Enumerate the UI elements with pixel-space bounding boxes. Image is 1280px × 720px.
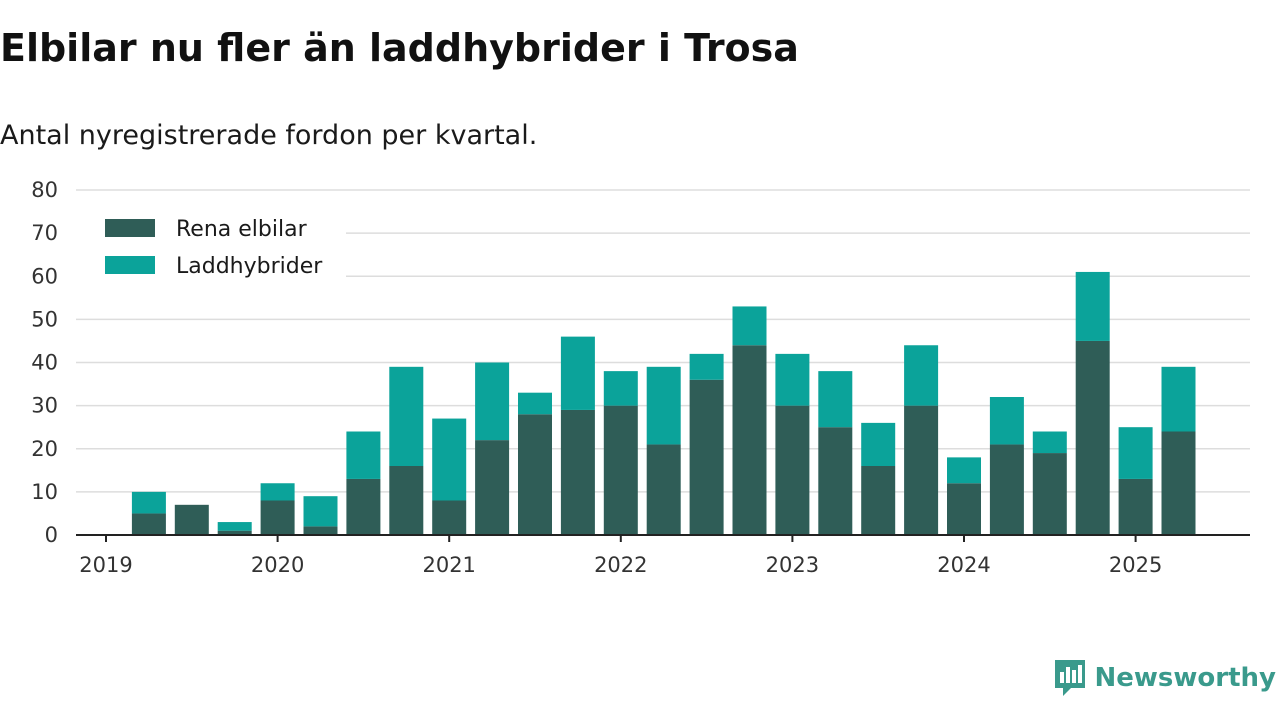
legend-swatch-rena-elbilar: [105, 219, 155, 237]
bar-laddhybrider: [346, 431, 381, 479]
bar-rena-elbilar: [217, 530, 252, 535]
bar-laddhybrider: [131, 491, 166, 514]
bar-laddhybrider: [475, 362, 510, 441]
bar-laddhybrider: [560, 336, 595, 410]
bar-laddhybrider: [947, 457, 981, 484]
bar-laddhybrider: [1075, 271, 1110, 341]
y-tick-label: 50: [31, 307, 58, 331]
x-tick-label: 2025: [1109, 553, 1162, 577]
y-tick-label: 0: [45, 523, 58, 547]
y-tick-label: 10: [31, 480, 58, 504]
legend-label-rena-elbilar: Rena elbilar: [176, 217, 308, 242]
bar-rena-elbilar: [131, 513, 166, 535]
legend-swatch-laddhybrider: [105, 256, 155, 274]
bar-rena-elbilar: [432, 500, 467, 535]
bar-laddhybrider: [303, 496, 338, 527]
chart-title: Elbilar nu fler än laddhybrider i Trosa: [0, 26, 799, 70]
bar-laddhybrider: [732, 306, 767, 346]
bar-laddhybrider: [818, 371, 853, 428]
bar-rena-elbilar: [303, 526, 338, 535]
y-tick-label: 40: [31, 351, 58, 375]
bar-rena-elbilar: [689, 379, 724, 535]
bar-laddhybrider: [389, 366, 424, 466]
x-tick-label: 2024: [937, 553, 990, 577]
legend: Rena elbilar Laddhybrider: [76, 210, 346, 288]
bar-laddhybrider: [518, 392, 552, 415]
bar-rena-elbilar: [947, 483, 981, 535]
bar-rena-elbilar: [775, 405, 810, 535]
legend-label-laddhybrider: Laddhybrider: [176, 254, 323, 279]
x-tick-label: 2022: [594, 553, 647, 577]
bar-rena-elbilar: [904, 405, 939, 535]
y-tick-label: 80: [31, 178, 58, 202]
bars: [131, 271, 1196, 535]
bar-rena-elbilar: [818, 427, 853, 535]
axes: 0 10 20 30 40 50 60 70 80 2019 2020 2021 2022 2023 202…: [31, 178, 1250, 577]
newsworthy-logo-icon: [1054, 660, 1085, 696]
bar-laddhybrider: [432, 418, 467, 501]
y-tick-label: 20: [31, 437, 58, 461]
bar-laddhybrider: [1032, 431, 1067, 454]
bar-laddhybrider: [603, 371, 638, 406]
bar-laddhybrider: [1161, 366, 1196, 432]
bar-laddhybrider: [217, 522, 252, 531]
x-tick-label: 2023: [766, 553, 819, 577]
bar-rena-elbilar: [260, 500, 295, 535]
bar-rena-elbilar: [346, 478, 381, 535]
bar-rena-elbilar: [1032, 453, 1067, 535]
bar-rena-elbilar: [603, 405, 638, 535]
bar-laddhybrider: [904, 345, 939, 406]
stacked-bar-chart: 0 10 20 30 40 50 60 70 80 2019 2020 2021 2022 2023 202…: [31, 178, 1250, 577]
bar-laddhybrider: [646, 366, 681, 445]
y-tick-label: 30: [31, 394, 58, 418]
bar-rena-elbilar: [732, 345, 767, 535]
bar-laddhybrider: [1118, 427, 1153, 479]
bar-rena-elbilar: [518, 414, 552, 535]
brand-name: Newsworthy: [1094, 663, 1276, 693]
bar-rena-elbilar: [174, 504, 209, 535]
bar-laddhybrider: [689, 353, 724, 380]
x-tick-label: 2021: [422, 553, 475, 577]
bar-rena-elbilar: [560, 409, 595, 535]
y-tick-label: 60: [31, 264, 58, 288]
bar-rena-elbilar: [861, 466, 896, 535]
bar-rena-elbilar: [989, 444, 1024, 535]
bar-rena-elbilar: [475, 440, 510, 535]
bar-rena-elbilar: [1161, 431, 1196, 535]
bar-laddhybrider: [260, 483, 295, 501]
bar-rena-elbilar: [1118, 478, 1153, 535]
bar-rena-elbilar: [646, 444, 681, 535]
y-tick-label: 70: [31, 221, 58, 245]
bar-laddhybrider: [861, 422, 896, 466]
bar-laddhybrider: [989, 397, 1024, 445]
x-tick-label: 2020: [251, 553, 304, 577]
brand-logo: Newsworthy: [1053, 658, 1276, 698]
bar-laddhybrider: [775, 353, 810, 406]
bar-rena-elbilar: [1075, 340, 1110, 535]
x-tick-label: 2019: [79, 553, 132, 577]
bar-rena-elbilar: [389, 466, 424, 535]
chart-subtitle: Antal nyregistrerade fordon per kvartal.: [0, 120, 538, 151]
